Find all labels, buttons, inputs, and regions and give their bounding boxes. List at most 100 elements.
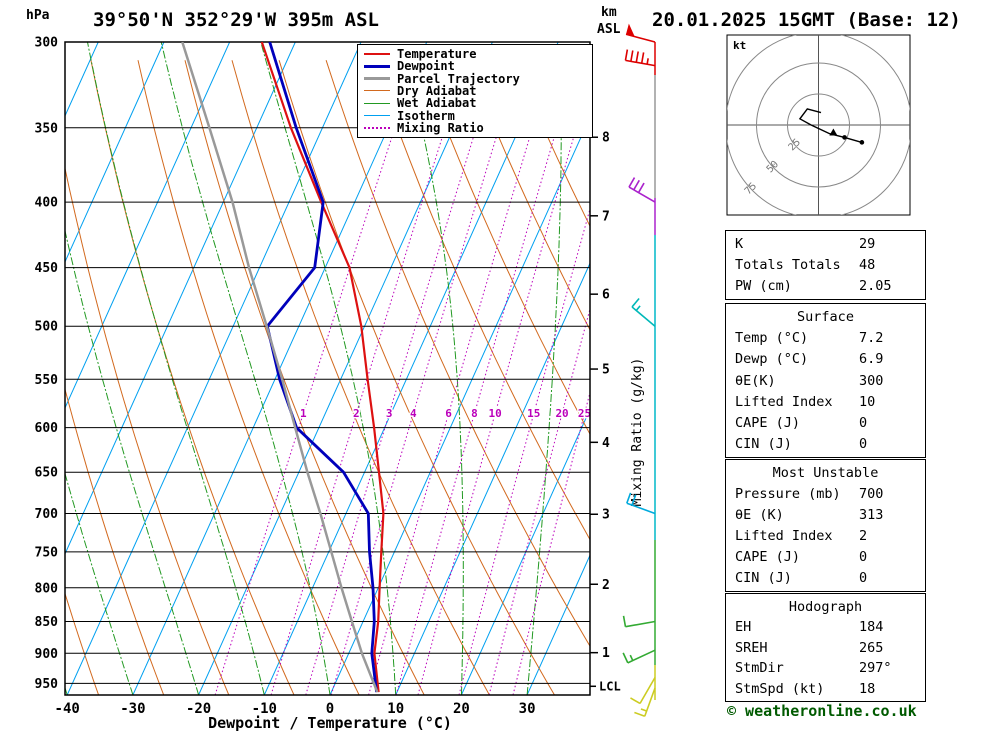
barb-full-tick [631, 298, 640, 308]
lcl-label: LCL [599, 679, 621, 693]
legend-label: Dewpoint [397, 59, 455, 74]
legend-item: Temperature [364, 48, 586, 60]
barb-shaft [627, 649, 656, 664]
dry-adiabat-line [65, 592, 100, 695]
km-tick-label: 2 [602, 578, 610, 593]
isotherm-line [66, 42, 362, 695]
isotherm-line [460, 408, 590, 695]
dry-adiabat-line [372, 60, 590, 541]
wind-barb [634, 687, 656, 717]
isotherm-line [263, 42, 559, 695]
temp-tick-label: 20 [453, 701, 470, 717]
mixing-ratio-value-label: 25 [578, 407, 591, 420]
barb-full-tick [631, 494, 637, 506]
copyright: © weatheronline.co.uk [727, 702, 917, 720]
legend-swatch-dry-adiabat [364, 90, 390, 92]
legend-item: Dewpoint [364, 60, 586, 72]
hodo-marker-dot [859, 140, 865, 145]
plot-background-lines: 1 2 3 4 6 8 10 15 20 25 [0, 42, 591, 695]
sounding-profiles [181, 42, 385, 693]
pressure-tick-label: 450 [35, 261, 59, 276]
pressure-tick-label: 800 [35, 581, 59, 596]
mixing-ratio-line [395, 60, 578, 695]
mixing-ratio-line [270, 60, 467, 695]
barb-full-tick [624, 49, 629, 61]
mixing-ratio-line [417, 79, 590, 695]
wind-barb [626, 492, 656, 515]
barb-full-tick [633, 179, 640, 191]
legend-label: Isotherm [397, 108, 455, 123]
mixing-ratio-line [368, 60, 554, 695]
legend-label: Parcel Trajectory [397, 71, 520, 86]
pressure-tick-label: 950 [35, 677, 59, 692]
wet-adiabat-line [65, 686, 68, 695]
barb-shaft [625, 59, 656, 67]
legend-item: Mixing Ratio [364, 122, 586, 134]
barb-shaft [626, 502, 656, 515]
mixing-ratio-value-label: 6 [445, 407, 452, 420]
pressure-tick-label: 850 [35, 615, 59, 630]
wet-adiabat-line [87, 42, 265, 695]
mixing-ratio-line [330, 60, 521, 695]
pressure-tick-label: 400 [35, 196, 59, 211]
temperature-curve [260, 42, 385, 693]
dry-adiabat-line [278, 60, 555, 695]
wet-adiabat-line [65, 228, 200, 695]
mixing-ratio-line [458, 207, 590, 695]
legend: Temperature Dewpoint Parcel Trajectory Dry … [357, 44, 593, 138]
datetime-label: 20.01.2025 15GMT (Base: 12) [652, 9, 961, 31]
barb-full-tick [634, 711, 646, 717]
temp-tick-label: -20 [186, 701, 211, 717]
legend-swatch-isotherm [364, 115, 390, 117]
pressure-tick-label: 700 [35, 507, 59, 522]
isotherm-line [65, 42, 99, 118]
km-tick-label: 5 [602, 363, 610, 378]
wind-barb [630, 677, 656, 705]
isotherm-line [65, 42, 296, 556]
mixing-ratio-value-label: 15 [527, 407, 540, 420]
mixing-ratio-value-label: 3 [386, 407, 393, 420]
legend-label: Wet Adiabat [397, 96, 477, 111]
legend-item: Parcel Trajectory [364, 73, 586, 85]
pressure-tick-label: 350 [35, 121, 59, 136]
isotherm-line [526, 554, 590, 695]
plot-border [64, 41, 591, 696]
temp-tick-label: -30 [120, 701, 145, 717]
km-tick-label: 1 [602, 646, 610, 661]
wind-barb [628, 177, 656, 203]
temp-tick-label: 30 [519, 701, 536, 717]
legend-item: Isotherm [364, 110, 586, 122]
legend-item: Wet Adiabat [364, 97, 586, 109]
mixing-ratio-axis-label: Mixing Ratio (g/kg) [630, 358, 645, 507]
wind-barb [631, 298, 656, 327]
dry-adiabat-line [325, 60, 590, 648]
dry-adiabat-line [65, 387, 165, 695]
km-tick-label: 8 [602, 131, 610, 146]
barb-half-tick [646, 58, 649, 65]
barb-pennant [626, 23, 635, 37]
dry-adiabat-line [137, 60, 360, 695]
barb-half-tick [629, 654, 634, 661]
temp-tick-label: -40 [55, 701, 80, 717]
mixing-ratio-value-label: 20 [555, 407, 568, 420]
pressure-tick-label: 650 [35, 466, 59, 481]
isotherm-line [0, 42, 33, 695]
x-axis-title: Dewpoint / Temperature (°C) [208, 714, 452, 732]
km-tick-label: 4 [602, 436, 610, 451]
hodo-marker-triangle [829, 128, 838, 136]
hodo-unit-label: kt [733, 39, 746, 52]
km-tick-label: 6 [602, 288, 610, 303]
barb-full-tick [622, 652, 629, 664]
pressure-tick-label: 300 [35, 36, 59, 51]
barb-full-tick [635, 51, 639, 63]
hodo-speed-ring [787, 93, 850, 157]
legend-swatch-wet-adiabat [364, 102, 390, 104]
legend-swatch-mixing-ratio [364, 126, 390, 129]
mixing-ratio-value-label: 1 [300, 407, 307, 420]
parcel-trajectory-curve [181, 42, 379, 693]
barb-shaft [631, 306, 656, 327]
